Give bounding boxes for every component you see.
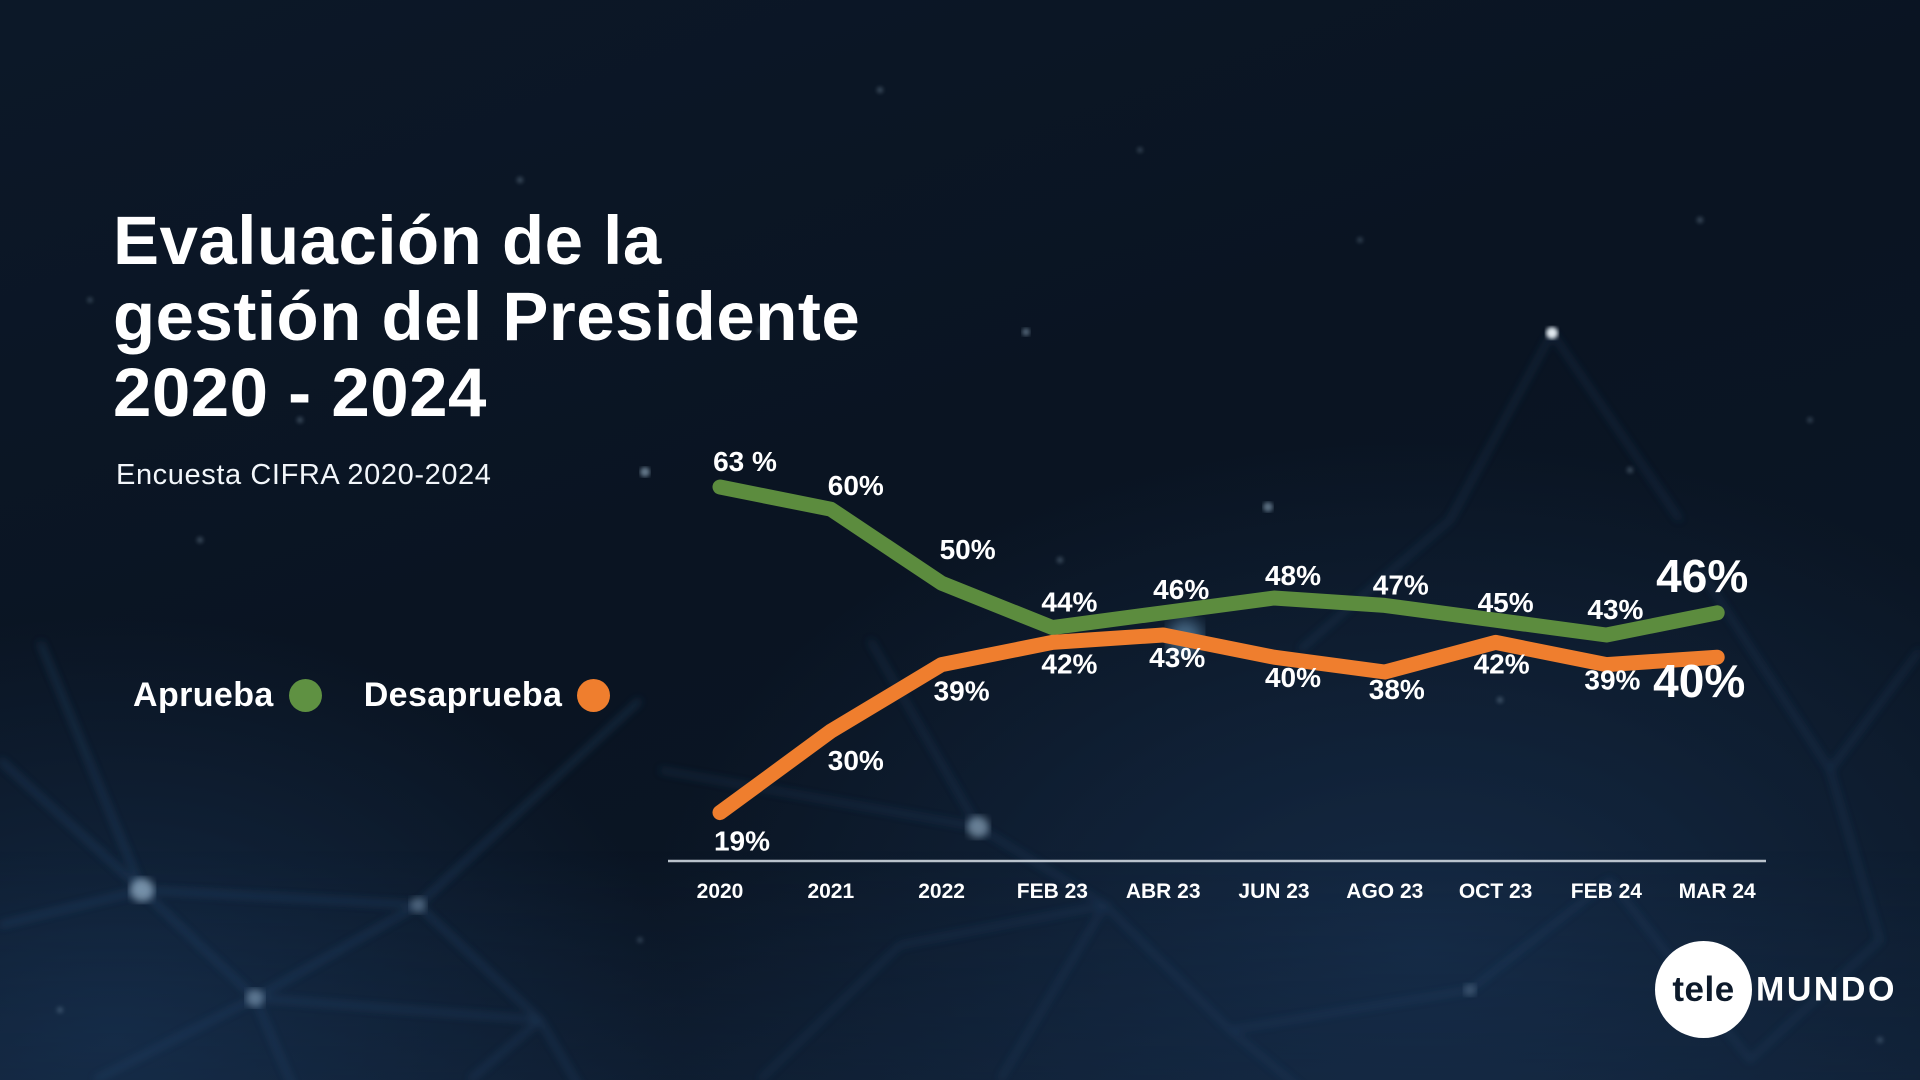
telemundo-wordmark: MUNDO xyxy=(1756,970,1897,1009)
aprueba-value-label: 44% xyxy=(1041,587,1097,618)
desaprueba-value-label: 42% xyxy=(1041,648,1097,679)
x-axis-label: JUN 23 xyxy=(1238,880,1309,903)
legend-label-desaprueba: Desaprueba xyxy=(363,676,563,714)
desaprueba-value-label: 38% xyxy=(1369,674,1425,705)
aprueba-value-label: 46% xyxy=(1153,574,1209,605)
desaprueba-value-label: 42% xyxy=(1474,648,1530,679)
aprueba-dot xyxy=(288,679,322,712)
aprueba-value-label: 48% xyxy=(1265,560,1321,591)
legend: Aprueba Desaprueba xyxy=(133,676,611,715)
telemundo-circle-text: tele xyxy=(1672,969,1735,1009)
x-axis-label: 2020 xyxy=(697,880,744,903)
aprueba-value-label: 60% xyxy=(828,470,884,501)
legend-label-aprueba: Aprueba xyxy=(133,676,274,714)
title-line-2: gestión del Presidente xyxy=(113,278,861,355)
aprueba-value-label: 63 % xyxy=(713,446,777,477)
x-axis-label: FEB 23 xyxy=(1017,880,1088,903)
desaprueba-line xyxy=(712,627,1725,821)
aprueba-value-label: 46% xyxy=(1656,550,1748,602)
telemundo-circle: tele xyxy=(1655,941,1752,1038)
desaprueba-value-label: 39% xyxy=(934,676,990,707)
x-axis-label: 2022 xyxy=(918,880,965,903)
desaprueba-value-label: 40% xyxy=(1653,655,1745,707)
x-axis-label: AGO 23 xyxy=(1346,880,1423,903)
desaprueba-dot xyxy=(577,679,611,712)
x-axis-label: MAR 24 xyxy=(1679,880,1756,903)
desaprueba-value-label: 19% xyxy=(714,826,770,857)
x-axis-label: ABR 23 xyxy=(1126,880,1201,903)
title-line-1: Evaluación de la xyxy=(113,202,662,279)
subtitle: Encuesta CIFRA 2020-2024 xyxy=(116,459,492,491)
x-axis-label: 2021 xyxy=(807,880,854,903)
telemundo-logo: tele MUNDO xyxy=(1655,941,1895,1039)
x-axis-label: OCT 23 xyxy=(1459,880,1533,903)
aprueba-value-label: 43% xyxy=(1587,594,1643,625)
title-line-3: 2020 - 2024 xyxy=(113,354,487,431)
page-title: Evaluación de la gestión del Presidente … xyxy=(113,203,860,431)
aprueba-value-label: 45% xyxy=(1478,587,1534,618)
aprueba-value-label: 50% xyxy=(940,534,996,565)
x-axis-label: FEB 24 xyxy=(1571,880,1643,903)
desaprueba-value-label: 40% xyxy=(1265,662,1321,693)
desaprueba-value-label: 39% xyxy=(1584,665,1640,696)
aprueba-value-label: 47% xyxy=(1373,569,1429,600)
desaprueba-value-label: 30% xyxy=(828,745,884,776)
desaprueba-value-label: 43% xyxy=(1149,642,1205,673)
aprueba-line xyxy=(712,479,1725,643)
